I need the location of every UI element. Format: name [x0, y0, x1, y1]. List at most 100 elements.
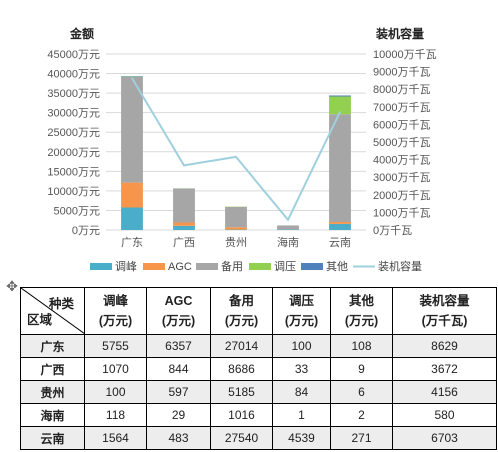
y2-tick-label: 8000万千瓦 — [373, 83, 430, 96]
legend-swatch — [196, 263, 218, 270]
data-table: 种类 区域 调峰 (万元) AGC (万元) 备用 (万元) 调压 (万元) 其他 (万元… — [20, 287, 497, 450]
bar-segment — [329, 95, 351, 97]
legend-label: 装机容量 — [378, 259, 422, 273]
table-cell: 1016 — [210, 403, 273, 427]
y2-tick-label: 10000万千瓦 — [373, 48, 437, 61]
table-cell: 29 — [146, 403, 211, 427]
move-arrows-icon[interactable]: ✥ — [6, 278, 18, 294]
bar-segment — [225, 227, 247, 230]
legend-label: 调压 — [274, 260, 296, 273]
legend-swatch — [143, 263, 165, 270]
y2-tick-label: 9000万千瓦 — [373, 66, 430, 79]
table-row: 广西 1070 844 8686 33 9 3672 — [20, 357, 497, 381]
corner-bottom-label: 区域 — [27, 313, 53, 327]
y2-tick-label: 0万千瓦 — [373, 224, 412, 237]
table-row: 云南 1564 483 27540 4539 271 6703 — [20, 426, 497, 450]
table-cell: 3672 — [392, 357, 497, 381]
bar-segment — [121, 182, 143, 208]
y2-tick-label: 4000万千瓦 — [373, 154, 430, 167]
row-header: 云南 — [20, 426, 85, 450]
table-cell: 6357 — [146, 334, 211, 358]
x-tick-label: 海南 — [277, 235, 299, 249]
table-cell: 6703 — [392, 426, 497, 450]
table-cell: 271 — [330, 426, 393, 450]
y-tick-label: 25000万元 — [47, 127, 100, 139]
legend-label: 其他 — [326, 260, 348, 273]
table-cell: 8629 — [392, 334, 497, 358]
table-body: 广东 5755 6357 27014 100 108 8629 广西 1070 844 8686 33… — [20, 334, 497, 450]
y-axis-title: 金额 — [69, 26, 94, 41]
row-header: 海南 — [20, 403, 85, 427]
line-point — [183, 164, 185, 167]
y-axis-ticks: 0万元 5000万元 10000万元 15000万元 20000万元 25000万元 300… — [47, 49, 100, 237]
y2-axis-ticks: 0万千瓦 1000万千瓦 2000万千瓦 3000万千瓦 4000万千瓦 5000万千瓦 6… — [373, 48, 437, 237]
bar-segment — [225, 206, 247, 228]
y2-tick-label: 2000万千瓦 — [373, 189, 430, 202]
capacity-line-path — [131, 77, 341, 222]
bar-segment — [173, 225, 195, 230]
stacked-bar-line-chart: 金额 装机容量 0万元 5000万元 10000万元 15000万元 20000万元 25… — [47, 26, 437, 273]
row-header: 广东 — [20, 334, 85, 358]
line-point — [287, 218, 289, 221]
table-cell: 844 — [146, 357, 211, 381]
line-point — [339, 111, 341, 113]
table-cell: 100 — [272, 334, 331, 358]
legend-label: 备用 — [221, 259, 243, 273]
corner-header: 种类 区域 — [20, 287, 85, 335]
y-tick-label: 20000万元 — [47, 147, 100, 159]
legend-label: 调峰 — [115, 260, 137, 273]
x-tick-label: 广东 — [121, 236, 143, 249]
table-cell: 108 — [330, 334, 393, 358]
table-cell: 4539 — [272, 426, 331, 450]
y2-tick-label: 1000万千瓦 — [373, 206, 430, 219]
col-header: 其他 (万元) — [330, 287, 393, 335]
table-row: 海南 118 29 1016 1 2 580 — [20, 403, 497, 427]
table-cell: 84 — [272, 380, 331, 404]
y-tick-label: 5000万元 — [54, 205, 100, 217]
y-tick-label: 15000万元 — [47, 166, 100, 178]
table-cell: 27014 — [210, 334, 273, 358]
y-tick-label: 35000万元 — [47, 88, 100, 100]
corner-top-label: 种类 — [48, 297, 74, 311]
y2-axis-title: 装机容量 — [375, 26, 424, 41]
gridlines — [106, 53, 366, 231]
y2-tick-label: 3000万千瓦 — [373, 171, 430, 184]
col-header: 调压 (万元) — [272, 287, 331, 335]
table-cell: 1564 — [84, 426, 147, 450]
legend: 调峰 AGC 备用 调压 其他 装机容量 — [90, 259, 422, 273]
bar-segment — [173, 222, 195, 226]
diagonal-line — [21, 288, 85, 334]
col-header: 装机容量 (万千瓦) — [392, 287, 497, 335]
table-cell: 27540 — [210, 426, 273, 450]
line-point — [235, 156, 237, 158]
capacity-line — [131, 77, 341, 222]
line-point — [131, 77, 133, 79]
table-header-row: 种类 区域 调峰 (万元) AGC (万元) 备用 (万元) 调压 (万元) 其他 (万元… — [20, 287, 497, 335]
table-cell: 5185 — [210, 380, 273, 404]
col-header: 备用 (万元) — [210, 287, 273, 335]
x-tick-label: 贵州 — [225, 236, 247, 249]
table-row: 贵州 100 597 5185 84 6 4156 — [20, 380, 497, 404]
table-cell: 1070 — [84, 357, 147, 381]
legend-swatch — [301, 263, 323, 270]
table-cell: 8686 — [210, 357, 273, 381]
y-tick-label: 40000万元 — [47, 69, 100, 81]
bars — [121, 76, 351, 230]
y-tick-label: 0万元 — [72, 225, 100, 237]
bar-segment — [329, 223, 351, 230]
table-cell: 2 — [330, 403, 393, 427]
table-row: 广东 5755 6357 27014 100 108 8629 — [20, 334, 497, 358]
y-tick-label: 30000万元 — [47, 108, 100, 120]
y-tick-label: 45000万元 — [47, 49, 100, 61]
table-cell: 597 — [146, 380, 211, 404]
col-header: AGC (万元) — [146, 287, 211, 335]
bar-segment — [277, 225, 299, 230]
table-cell: 4156 — [392, 380, 497, 404]
table-cell: 5755 — [84, 334, 147, 358]
bar-segment — [329, 96, 351, 115]
bar-segment — [173, 188, 195, 223]
x-tick-label: 云南 — [329, 236, 351, 249]
legend-swatch — [90, 263, 112, 270]
bar-segment — [329, 221, 351, 224]
y2-tick-label: 5000万千瓦 — [373, 136, 430, 149]
